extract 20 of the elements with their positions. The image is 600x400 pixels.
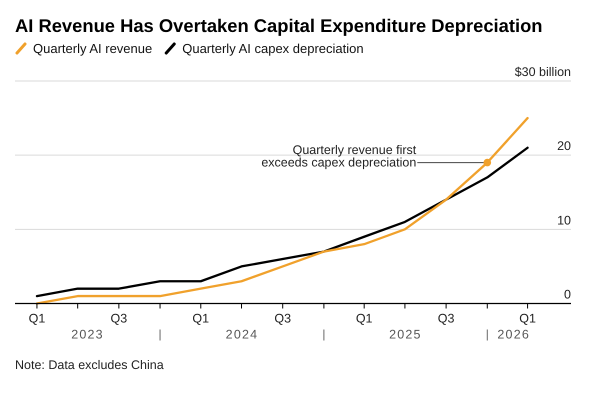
legend-label: Quarterly AI capex depreciation [182, 41, 364, 56]
text: Note: Data excludes China [15, 358, 164, 372]
x-tick-label: 2024 [226, 327, 258, 342]
legend-label: Quarterly AI revenue [33, 41, 152, 56]
y-tick-label: 0 [564, 288, 572, 302]
y-tick-label: 10 [557, 213, 572, 228]
x2-tick-label: Q3 [438, 311, 454, 326]
x-tick-label: 2023 [71, 327, 104, 342]
x2-tick-label: Q1 [356, 311, 373, 326]
x2-tick-label: Q1 [28, 311, 46, 326]
x-tick-label: 2026 [497, 327, 530, 342]
y-tick-label: 20 [557, 139, 572, 154]
y-tick-label: $30 billion [514, 65, 572, 79]
chart-title: AI Revenue Has Overtaken Capital Expenditure Depreciation [15, 15, 542, 36]
x2-tick-label: Q3 [274, 311, 292, 326]
x2-tick-label: Q1 [192, 311, 210, 326]
x2-tick-label: Q3 [110, 311, 128, 326]
x2-tick-label: Q1 [519, 311, 536, 326]
annotation: Quarterly revenue first exceeds capex depreciation [261, 143, 417, 170]
x-tick-label: 2025 [389, 327, 422, 342]
